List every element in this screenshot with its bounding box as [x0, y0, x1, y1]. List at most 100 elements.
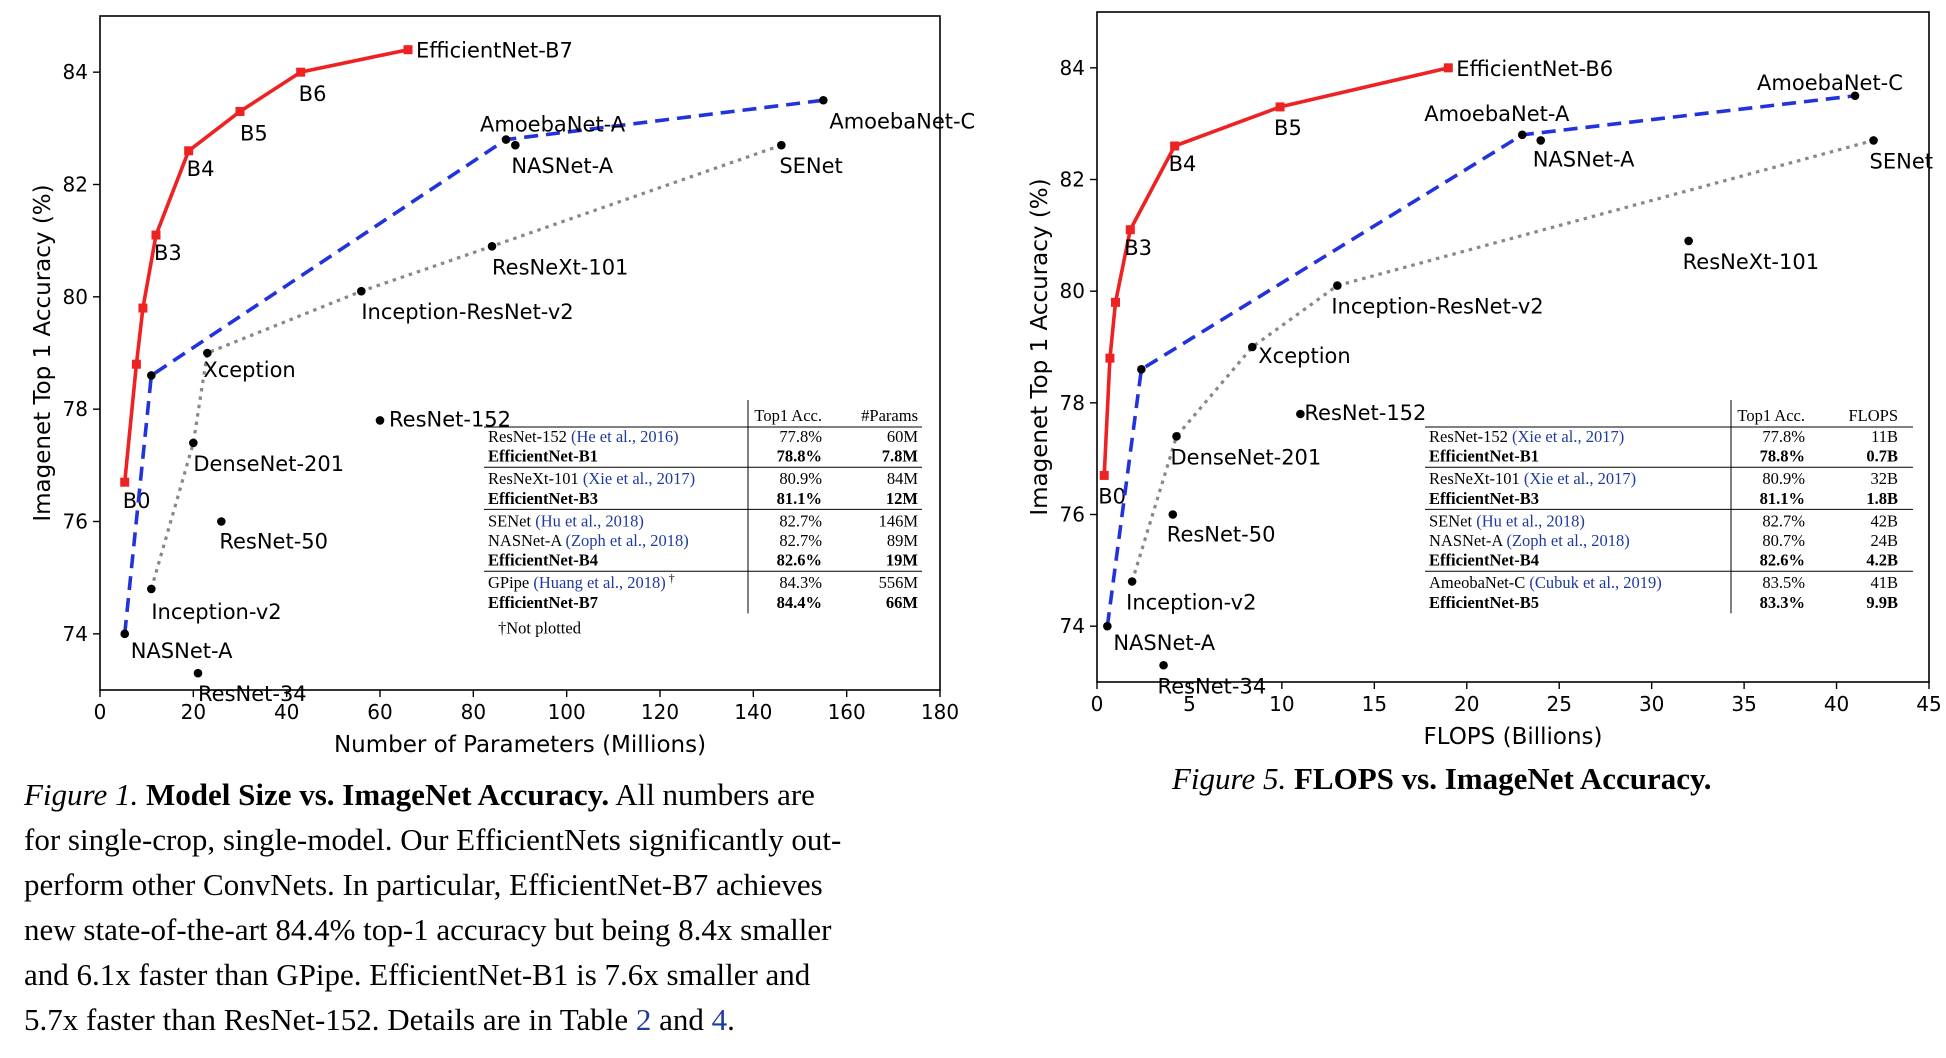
table-val-cell: 1.8B	[1866, 489, 1898, 508]
table-footnote: †Not plotted	[498, 618, 582, 637]
caption-line: new state-of-the-art 84.4% top-1 accurac…	[24, 912, 832, 947]
data-point	[296, 67, 306, 77]
y-tick-label: 76	[63, 510, 88, 534]
citation-link[interactable]: (Zoph et al., 2018)	[1502, 531, 1629, 550]
data-point	[501, 135, 511, 144]
table-val-cell: 42B	[1870, 511, 1898, 530]
data-point	[1869, 136, 1878, 145]
table-val-cell: 66M	[886, 593, 919, 612]
citation-link[interactable]: (Xie et al., 2017)	[1520, 469, 1636, 488]
citation-link[interactable]: (Huang et al., 2018)	[529, 573, 666, 592]
model-name: EfficientNet-B3	[488, 489, 598, 508]
x-tick-label: 40	[274, 700, 299, 724]
table-model-cell: EfficientNet-B7	[488, 593, 598, 612]
plot-frame	[1096, 11, 1930, 683]
data-label: NASNet-A	[1113, 631, 1215, 655]
data-label: B0	[1098, 484, 1126, 508]
table-model-cell: SENet (Hu et al., 2018)	[488, 511, 644, 530]
table-model-cell: EfficientNet-B3	[488, 489, 598, 508]
data-point	[235, 106, 245, 116]
citation-link[interactable]: (Hu et al., 2018)	[531, 511, 644, 530]
data-point	[1137, 365, 1146, 374]
table-ref-link[interactable]: 2	[635, 1002, 652, 1037]
citation-link[interactable]: (Xie et al., 2017)	[1508, 427, 1624, 446]
table-val-cell: 19M	[886, 551, 919, 570]
data-label: AmoebaNet-A	[1424, 102, 1570, 126]
data-point	[403, 45, 413, 55]
data-point	[1850, 91, 1860, 101]
table-model-cell: AmeobaNet-C (Cubuk et al., 2019)	[1429, 573, 1662, 592]
data-label: NASNet-A	[131, 639, 233, 663]
x-tick-label: 10	[1269, 692, 1294, 716]
caption-line: for single-crop, single-model. Our Effic…	[24, 822, 842, 857]
y-tick-label: 74	[1060, 614, 1085, 638]
data-point	[120, 629, 130, 639]
table-acc-cell: 80.7%	[1762, 531, 1805, 550]
x-tick-label: 0	[94, 700, 107, 724]
citation-link[interactable]: (Xie et al., 2017)	[579, 469, 695, 488]
data-label: DenseNet-201	[193, 452, 344, 476]
data-point	[1517, 130, 1527, 140]
series-line	[122, 98, 824, 635]
x-tick-label: 80	[461, 700, 486, 724]
data-point	[777, 140, 786, 150]
y-tick-label: 74	[63, 622, 88, 646]
data-point	[375, 416, 385, 425]
citation-link[interactable]: (He et al., 2016)	[567, 427, 679, 446]
data-label: Inception-ResNet-v2	[361, 300, 573, 324]
citation-link[interactable]: (Zoph et al., 2018)	[561, 531, 688, 550]
table-acc-cell: 80.9%	[1762, 469, 1805, 488]
model-name: GPipe	[488, 573, 529, 592]
table-acc-cell: 82.6%	[777, 551, 822, 570]
caption-line: perform other ConvNets. In particular, E…	[24, 867, 823, 902]
citation-link[interactable]: (Cubuk et al., 2019)	[1525, 573, 1662, 592]
table-acc-cell: 82.6%	[1760, 551, 1805, 570]
table-ref-link[interactable]: 4	[711, 1002, 728, 1037]
model-name: EfficientNet-B4	[1429, 551, 1539, 570]
data-point	[1105, 353, 1115, 363]
data-point	[217, 517, 226, 526]
x-axis-title: Number of Parameters (Millions)	[334, 732, 706, 758]
table-acc-cell: 77.8%	[1762, 427, 1805, 446]
data-label: NASNet-A	[1533, 147, 1635, 171]
series-other: NASNet-A ResNet-152 ResNet-50 ResNet-34	[193, 140, 614, 706]
model-name: SENet	[488, 511, 531, 530]
x-tick-label: 45	[1916, 692, 1941, 716]
table-model-cell: EfficientNet-B5	[1429, 593, 1539, 612]
y-tick-label: 82	[1060, 168, 1085, 192]
table-model-cell: EfficientNet-B1	[488, 447, 598, 466]
table-val-cell: 146M	[879, 511, 919, 530]
data-label: B4	[1169, 152, 1197, 176]
citation-link[interactable]: (Hu et al., 2018)	[1472, 511, 1585, 530]
data-label: ResNet-34	[198, 682, 307, 706]
figure-5-caption: Figure 5. FLOPS vs. ImageNet Accuracy.	[1172, 756, 1872, 801]
x-tick-label: 20	[1454, 692, 1479, 716]
table-acc-cell: 81.1%	[1760, 489, 1805, 508]
x-tick-label: 25	[1546, 692, 1571, 716]
data-point	[1296, 409, 1305, 419]
table-val-cell: 24B	[1870, 531, 1898, 550]
data-label: ResNet-50	[1167, 523, 1276, 547]
data-point	[1536, 136, 1546, 145]
data-point	[1172, 432, 1181, 441]
caption-text: and	[651, 1002, 712, 1037]
x-tick-label: 5	[1183, 692, 1196, 716]
data-point	[511, 140, 520, 150]
caption-line: All numbers are	[609, 777, 815, 812]
data-point	[184, 146, 194, 156]
table-model-cell: EfficientNet-B4	[1429, 551, 1539, 570]
data-label: B3	[154, 241, 182, 265]
data-point	[147, 371, 156, 380]
data-label: ResNet-34	[1158, 674, 1267, 698]
table-model-cell: ResNet-152 (Xie et al., 2017)	[1429, 427, 1624, 446]
data-point	[1159, 660, 1168, 670]
model-name: NASNet-A	[488, 531, 562, 550]
series-nasnet-amoebanet: NASNet-A AmoebaNet-A AmoebaNet-C	[1103, 71, 1903, 655]
model-name: EfficientNet-B3	[1429, 489, 1539, 508]
table-val-cell: 84M	[887, 469, 919, 488]
y-tick-label: 82	[63, 173, 88, 197]
data-label: ResNeXt-101	[492, 255, 628, 279]
table-acc-cell: 78.8%	[1760, 447, 1805, 466]
model-name: ResNeXt-101	[1429, 469, 1520, 488]
